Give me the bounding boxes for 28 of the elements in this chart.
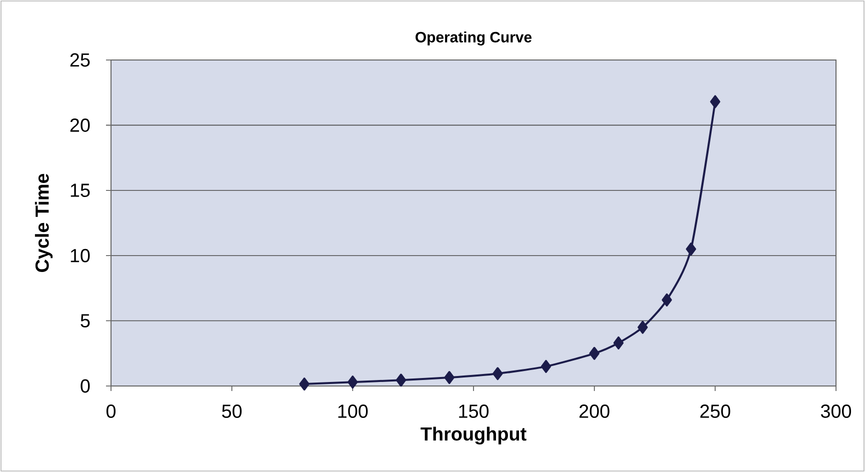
y-tick-label: 15 (70, 184, 90, 197)
point (710, 95, 720, 108)
x-tick-label: 50 (222, 404, 242, 418)
point (540, 360, 552, 373)
x-tick-label: 150 (459, 404, 489, 418)
x-tick-label: 200 (580, 404, 610, 418)
y-tick-label: 20 (70, 118, 90, 132)
y-tick-label: 25 (70, 53, 90, 67)
x-tick-label: 250 (700, 404, 730, 418)
y-axis-title: Cycle Time (34, 174, 53, 272)
point (299, 378, 310, 391)
point (589, 346, 600, 360)
point (662, 293, 672, 306)
point (348, 376, 358, 389)
x-axis-title: Throughput (420, 426, 526, 444)
point (686, 242, 696, 256)
y-tick-label: 0 (80, 379, 90, 393)
x-tick-label: 300 (820, 404, 852, 418)
point (613, 336, 624, 350)
chart-title: Operating Curve (416, 31, 532, 46)
point (396, 374, 406, 387)
point (444, 371, 454, 384)
x-tick-label: 100 (338, 404, 368, 418)
point (492, 367, 503, 380)
point (638, 320, 648, 334)
x-tick-label: 0 (106, 404, 116, 418)
y-tick-label: 10 (70, 248, 90, 262)
y-tick-label: 5 (80, 314, 90, 328)
